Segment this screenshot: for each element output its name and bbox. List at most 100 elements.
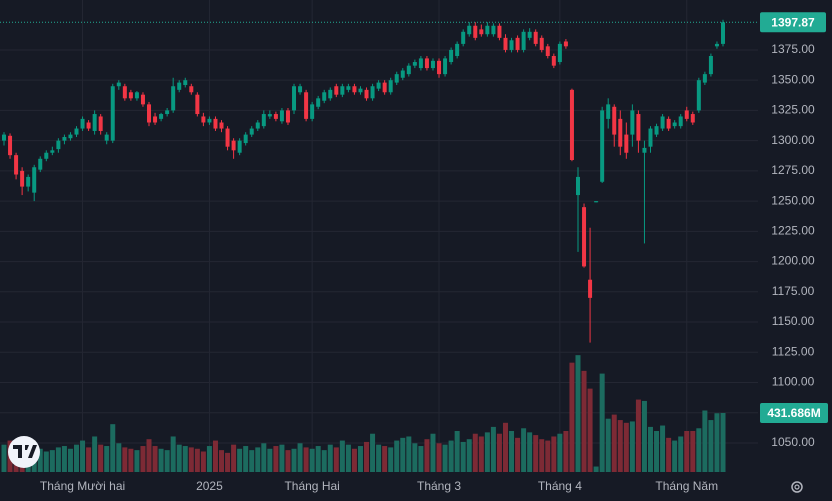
candle-body (370, 86, 375, 99)
candle-body (231, 140, 236, 151)
candle-body (666, 118, 671, 129)
candle-body (62, 137, 67, 141)
y-tick-label: 1225.00 (771, 224, 815, 238)
volume-bar (551, 436, 557, 472)
candle-body (497, 25, 502, 38)
volume-bar (442, 444, 448, 472)
candle-body (569, 89, 574, 160)
candle-body (310, 104, 315, 119)
candle-body (394, 74, 399, 83)
volume-bar (74, 444, 80, 472)
candle-body (171, 86, 176, 111)
volume-bar (146, 439, 152, 472)
volume-bar (194, 448, 200, 472)
candle-body (551, 55, 556, 66)
volume-bar (364, 441, 370, 472)
candle-body (298, 86, 303, 93)
candle-body (654, 126, 659, 135)
y-tick-label: 1350.00 (771, 72, 815, 86)
volume-bar (92, 436, 98, 472)
candle-body (437, 60, 442, 75)
candle-body (14, 155, 19, 175)
candle-body (473, 25, 478, 38)
y-tick-label: 1275.00 (771, 163, 815, 177)
candle-body (461, 31, 466, 44)
candle-body (140, 94, 145, 105)
y-tick-label: 1100.00 (772, 375, 815, 389)
volume-bar (176, 444, 182, 472)
candle-body (44, 152, 49, 159)
candle-body (2, 134, 6, 141)
y-tick-label: 1375.00 (771, 42, 815, 56)
candle-body (267, 114, 272, 117)
volume-bar (400, 437, 406, 472)
volume-bar (660, 425, 666, 472)
volume-bar (629, 421, 635, 472)
volume-bar (152, 446, 158, 472)
candle-body (128, 92, 133, 99)
candle-body (207, 118, 212, 123)
candle-body (304, 92, 309, 119)
candle-body (147, 104, 152, 123)
candle-body (32, 167, 37, 193)
candle-body (165, 110, 170, 115)
volume-bar (672, 440, 678, 472)
volume-bar (587, 388, 593, 472)
volume-bar (303, 447, 309, 472)
volume-bar (666, 437, 672, 472)
candle-body (606, 104, 611, 119)
candle-body (358, 88, 363, 93)
tradingview-logo[interactable] (8, 436, 40, 468)
volume-bar (345, 444, 351, 472)
volume-bar (321, 450, 327, 472)
candle-body (563, 41, 568, 47)
candle-body (273, 114, 278, 119)
volume-bar (515, 437, 521, 472)
candle-body (104, 134, 109, 141)
candle-body (672, 122, 677, 127)
candle-body (424, 58, 429, 69)
candle-body (521, 31, 526, 50)
candle-body (110, 86, 115, 141)
volume-bar (1, 444, 7, 472)
candle-body (503, 37, 508, 50)
candle-body (678, 116, 683, 127)
volume-bar (212, 440, 218, 472)
last-price-tag (760, 12, 826, 33)
last-price-label: 1397.87 (771, 15, 815, 29)
candle-body (418, 58, 423, 69)
volume-bar (635, 399, 641, 472)
candle-body (406, 65, 411, 75)
volume-bar (509, 431, 515, 472)
candle-body (467, 25, 472, 35)
volume-bar (297, 443, 303, 472)
last-volume-label: 431.686M (767, 406, 820, 420)
volume-bar (243, 446, 249, 472)
settings-icon[interactable] (791, 481, 803, 493)
volume-bar (182, 446, 188, 472)
candle-body (527, 31, 532, 38)
volume-bar (225, 452, 231, 472)
candle-body (285, 110, 290, 123)
volume-bar (267, 448, 273, 472)
candle-body (38, 158, 43, 170)
candle-body (279, 110, 284, 122)
candle-body (98, 116, 103, 131)
volume-bar (206, 446, 212, 472)
volume-bar (569, 362, 575, 472)
candle-body (201, 116, 206, 123)
y-tick-label: 1125.00 (772, 344, 815, 358)
y-tick-label: 1175.00 (772, 284, 815, 298)
volume-bar (279, 444, 285, 472)
volume-bar (285, 450, 291, 472)
candle-body (50, 150, 55, 153)
candle-body (708, 55, 713, 75)
volume-bar (690, 431, 696, 472)
volume-bar (412, 443, 418, 472)
volume-bar (134, 450, 140, 472)
candle-body (8, 135, 13, 156)
candle-body (352, 86, 357, 93)
volume-bar (460, 441, 466, 472)
